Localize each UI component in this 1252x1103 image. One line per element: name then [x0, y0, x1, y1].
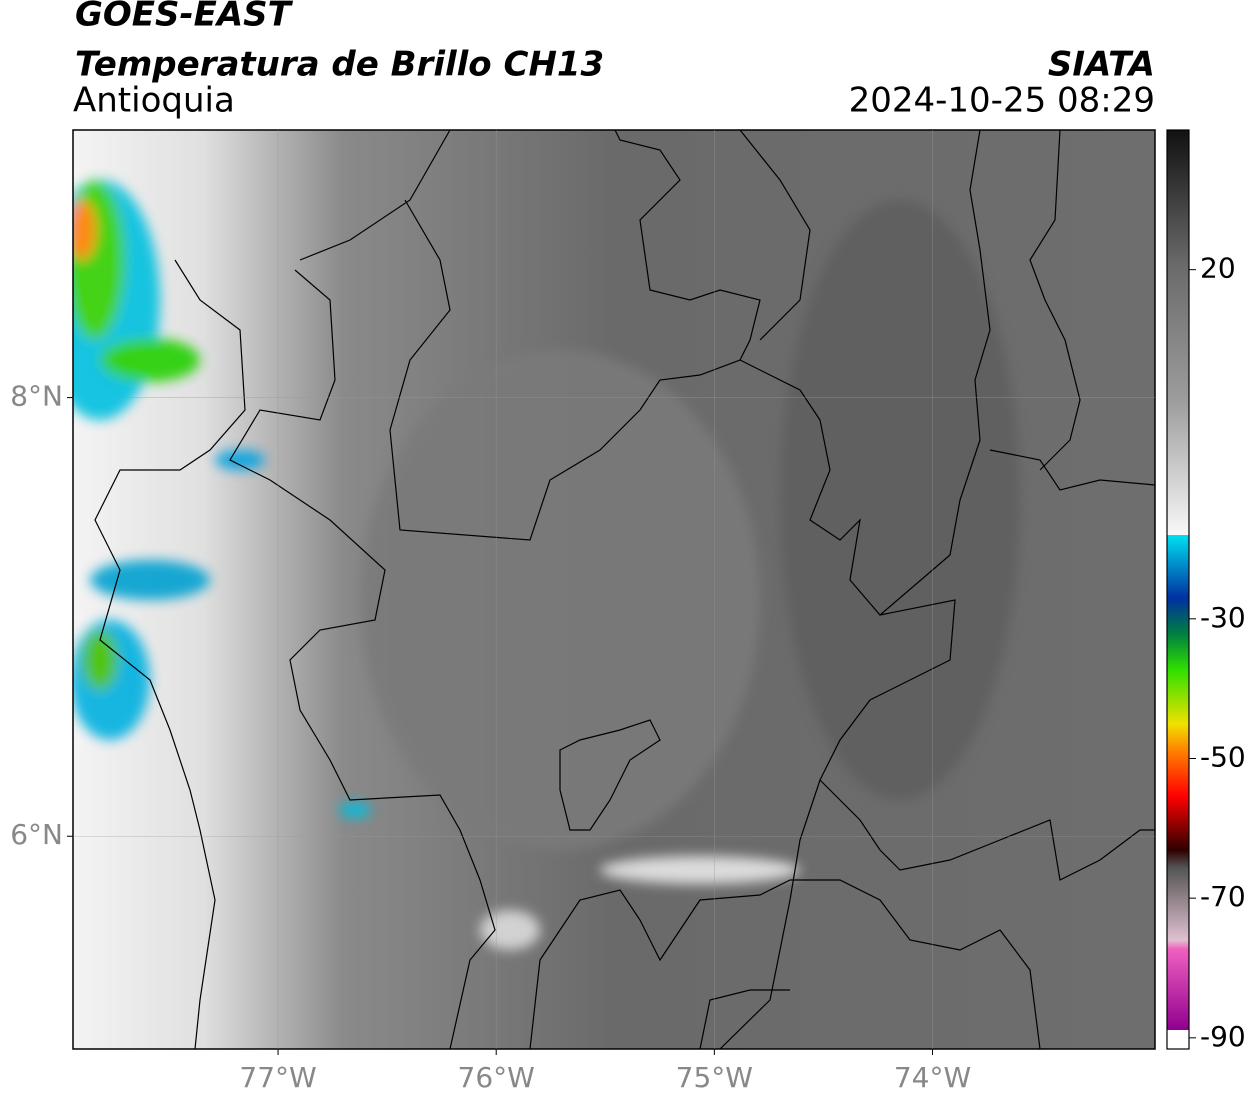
subtitle: Temperatura de Brillo CH13: [75, 45, 604, 85]
colorbar: [1167, 130, 1189, 1030]
satellite-image: [73, 130, 1155, 1049]
y-tick-label: 8°N: [10, 380, 63, 413]
datetime: 2024-10-25 08:29: [849, 81, 1155, 121]
colorbar-frame: [1166, 129, 1190, 1050]
colorbar-tick-label: -90: [1200, 1020, 1246, 1053]
x-tick-label: 77°W: [239, 1061, 316, 1094]
borders: [94, 130, 1155, 1049]
x-tick-label: 75°W: [676, 1061, 753, 1094]
colorbar-tick-label: 20: [1200, 252, 1236, 285]
colorbar-tick-label: -30: [1200, 601, 1246, 634]
map-frame: [72, 129, 1156, 1050]
x-tick-label: 76°W: [458, 1061, 535, 1094]
region: Antioquia: [73, 81, 235, 121]
y-tick-label: 6°N: [10, 818, 63, 851]
source: SIATA: [1048, 45, 1155, 85]
colorbar-extension: [1167, 1030, 1189, 1049]
colorbar-tick-label: -50: [1200, 740, 1246, 773]
colorbar-tick-label: -70: [1200, 880, 1246, 913]
title: GOES-EAST: [75, 0, 294, 35]
x-tick-label: 74°W: [894, 1061, 971, 1094]
header: GOES-EAST Temperatura de Brillo CH13 Ant…: [73, 0, 1155, 121]
